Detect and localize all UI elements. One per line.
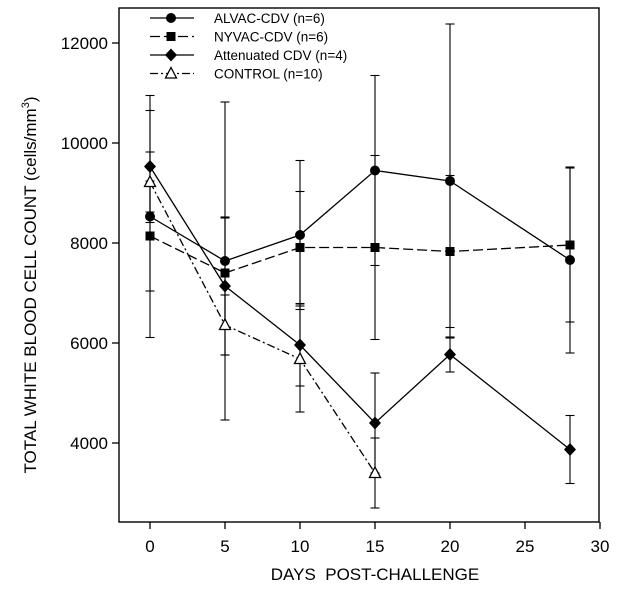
legend-entry: Attenuated CDV (n=4) <box>150 48 347 63</box>
data-point <box>143 174 157 188</box>
data-point <box>370 243 380 252</box>
plot-frame <box>118 7 600 523</box>
data-point <box>218 317 232 331</box>
x-tick-label: 10 <box>291 537 310 556</box>
data-point <box>145 231 155 241</box>
x-axis: 0 5 10 15 20 25 30 <box>145 522 609 556</box>
series-circle <box>145 23 575 421</box>
series-line <box>149 169 571 262</box>
x-tick-label: 5 <box>220 537 229 556</box>
x-tick-label: 20 <box>441 537 460 556</box>
legend-entry: CONTROL (n=10) <box>150 66 323 82</box>
y-axis-label: TOTAL WHITE BLOOD CELL COUNT (cells/mm3) <box>20 96 40 473</box>
data-point <box>368 465 382 479</box>
data-point <box>445 247 455 256</box>
series-line <box>149 166 571 451</box>
legend-marker <box>166 32 176 41</box>
x-tick-label: 0 <box>145 537 154 556</box>
legend-entry: ALVAC-CDV (n=6) <box>150 11 325 26</box>
series-triangle-open <box>143 151 382 509</box>
y-axis-label-main: TOTAL WHITE BLOOD CELL COUNT (cells/mm <box>21 108 40 473</box>
data-point <box>369 416 381 430</box>
data-point <box>444 348 456 361</box>
x-axis-label: DAYS POST-CHALLENGE <box>271 565 479 584</box>
legend-entry: NYVAC-CDV (n=6) <box>150 30 328 45</box>
series-line <box>149 235 571 274</box>
legend-label: CONTROL (n=10) <box>214 67 323 82</box>
x-tick-label: 30 <box>591 537 610 556</box>
legend-label: Attenuated CDV (n=4) <box>214 48 347 63</box>
y-tick-label: 8000 <box>70 234 108 253</box>
legend-marker <box>165 48 177 62</box>
y-tick-label: 10000 <box>61 134 108 153</box>
series-diamond <box>144 109 576 485</box>
y-axis: 4000 6000 8000 10000 12000 <box>61 34 119 453</box>
series-line <box>149 181 376 474</box>
x-tick-label: 15 <box>366 537 385 556</box>
data-point <box>564 443 576 456</box>
y-tick-label: 12000 <box>61 34 108 53</box>
series-square <box>145 154 575 341</box>
series-layer <box>143 23 576 509</box>
legend-marker <box>164 66 178 79</box>
plot-area-border <box>118 7 600 523</box>
data-point <box>293 351 307 365</box>
y-axis-label-end: ) <box>21 96 40 102</box>
y-tick-label: 4000 <box>70 434 108 453</box>
data-point <box>219 279 231 293</box>
legend-marker <box>166 13 176 23</box>
legend-label: NYVAC-CDV (n=6) <box>214 30 328 45</box>
legend: ALVAC-CDV (n=6) NYVAC-CDV (n=6) Attenuated… <box>150 11 347 82</box>
y-tick-label: 6000 <box>70 334 108 353</box>
x-tick-label: 25 <box>516 537 535 556</box>
legend-label: ALVAC-CDV (n=6) <box>214 11 325 26</box>
y-axis-label-unit-exponent: 3 <box>20 102 32 108</box>
data-point <box>295 243 305 252</box>
data-point <box>565 240 575 250</box>
